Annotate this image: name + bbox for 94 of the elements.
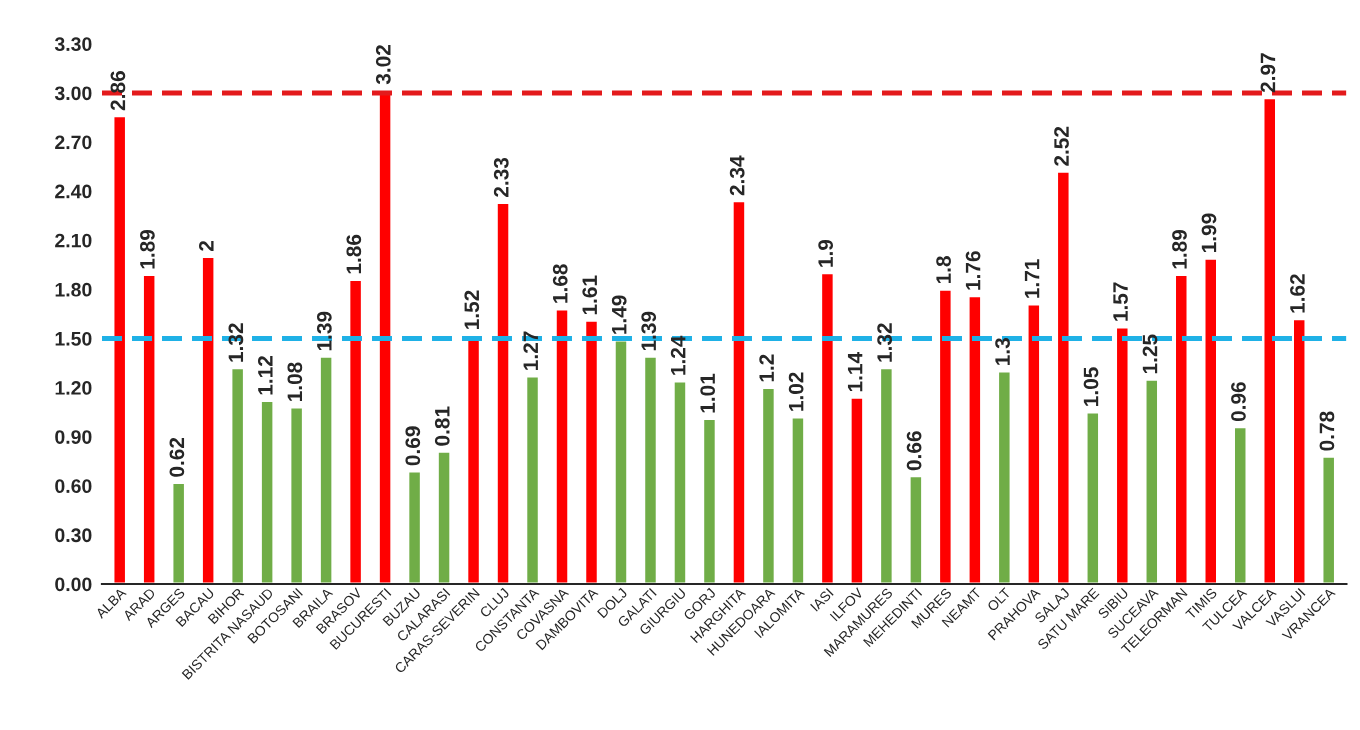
bar [495,201,512,584]
bar [111,114,128,584]
bar [1232,425,1249,584]
data-label: 2 [199,240,214,251]
bar [907,474,924,584]
y-tick-label: 1.80 [55,282,92,297]
data-label: 3.02 [375,45,391,85]
y-tick-label: 0.60 [55,479,92,494]
data-label: 1.9 [818,239,833,267]
bar [524,374,541,584]
data-label: 1.76 [965,251,981,290]
bar [937,287,954,584]
y-tick-label: 3.00 [54,86,92,101]
bar [318,355,335,584]
data-label: 1.32 [228,323,244,362]
data-label: 1.62 [1290,274,1305,313]
y-tick-label: 1.50 [55,331,92,346]
data-label: 1.02 [788,372,804,411]
bar [789,415,806,584]
bar [170,481,187,584]
bar [1173,273,1190,584]
data-label: 1.14 [847,352,863,392]
bar [229,366,246,584]
data-label: 1.68 [552,264,568,303]
bar [1202,256,1219,584]
data-label: 1.71 [1024,259,1040,298]
bar [1084,410,1101,584]
bar [1114,325,1131,584]
bar [848,396,865,584]
bar [553,307,571,584]
data-label: 0.69 [405,426,421,466]
data-label: 1.27 [523,331,538,370]
bar [642,355,659,584]
data-label: 1.3 [995,338,1010,365]
y-tick-label: 0.30 [55,528,92,543]
data-label: 2.97 [1260,53,1276,93]
bar [1025,302,1042,584]
data-label: 1.89 [1172,229,1187,269]
bar [1143,377,1160,584]
bar [347,278,364,584]
data-label: 1.05 [1083,367,1099,406]
y-tick-label: 0.90 [55,430,92,444]
data-label: 1.01 [700,373,716,413]
bar [436,450,453,584]
data-label: 0.78 [1319,411,1335,451]
data-label: 1.25 [1142,334,1158,374]
data-label: 1.99 [1201,213,1217,253]
data-label: 1.12 [257,356,273,395]
data-label: 1.49 [611,295,627,334]
data-label: 1.32 [877,323,893,362]
bar [671,379,688,584]
data-label: 1.2 [759,354,774,382]
bar [1320,454,1337,584]
bar [996,369,1013,584]
y-tick-label: 2.10 [55,233,92,248]
data-label: 1.52 [464,290,480,329]
bar [200,255,217,584]
bar [583,319,600,584]
data-label: 0.62 [169,437,185,477]
data-label: 1.8 [936,256,951,284]
bar [1291,317,1308,584]
data-label: 1.39 [316,311,332,351]
bar [1055,170,1072,584]
bar [819,271,836,584]
data-label: 2.33 [493,157,509,197]
y-tick-label: 0.00 [55,577,92,592]
data-label: 1.39 [641,311,657,351]
bar [406,469,423,584]
data-label: 2.86 [110,71,126,111]
data-label: 1.89 [140,229,155,269]
bar [288,405,305,584]
bar [730,199,747,584]
y-tick-label: 2.70 [55,135,92,150]
y-tick-label: 3.30 [54,37,92,52]
data-label: 2.34 [729,155,745,196]
data-label: 1.24 [670,335,686,375]
data-label: 0.66 [906,431,922,471]
bar [878,366,895,584]
data-label: 0.96 [1231,382,1246,422]
bar [259,399,276,584]
bar [760,386,777,584]
bar [966,294,983,584]
data-label: 0.81 [434,406,450,446]
data-label: 1.61 [582,275,598,315]
y-tick-label: 1.20 [55,381,92,395]
data-label: 1.08 [287,362,303,401]
bar [141,273,158,584]
data-label: 1.86 [346,234,362,274]
data-label: 2.52 [1054,126,1069,166]
bar [1261,96,1278,584]
data-label: 1.57 [1113,282,1128,321]
y-tick-label: 2.40 [55,184,92,199]
bar [701,417,718,584]
bar [612,338,630,584]
